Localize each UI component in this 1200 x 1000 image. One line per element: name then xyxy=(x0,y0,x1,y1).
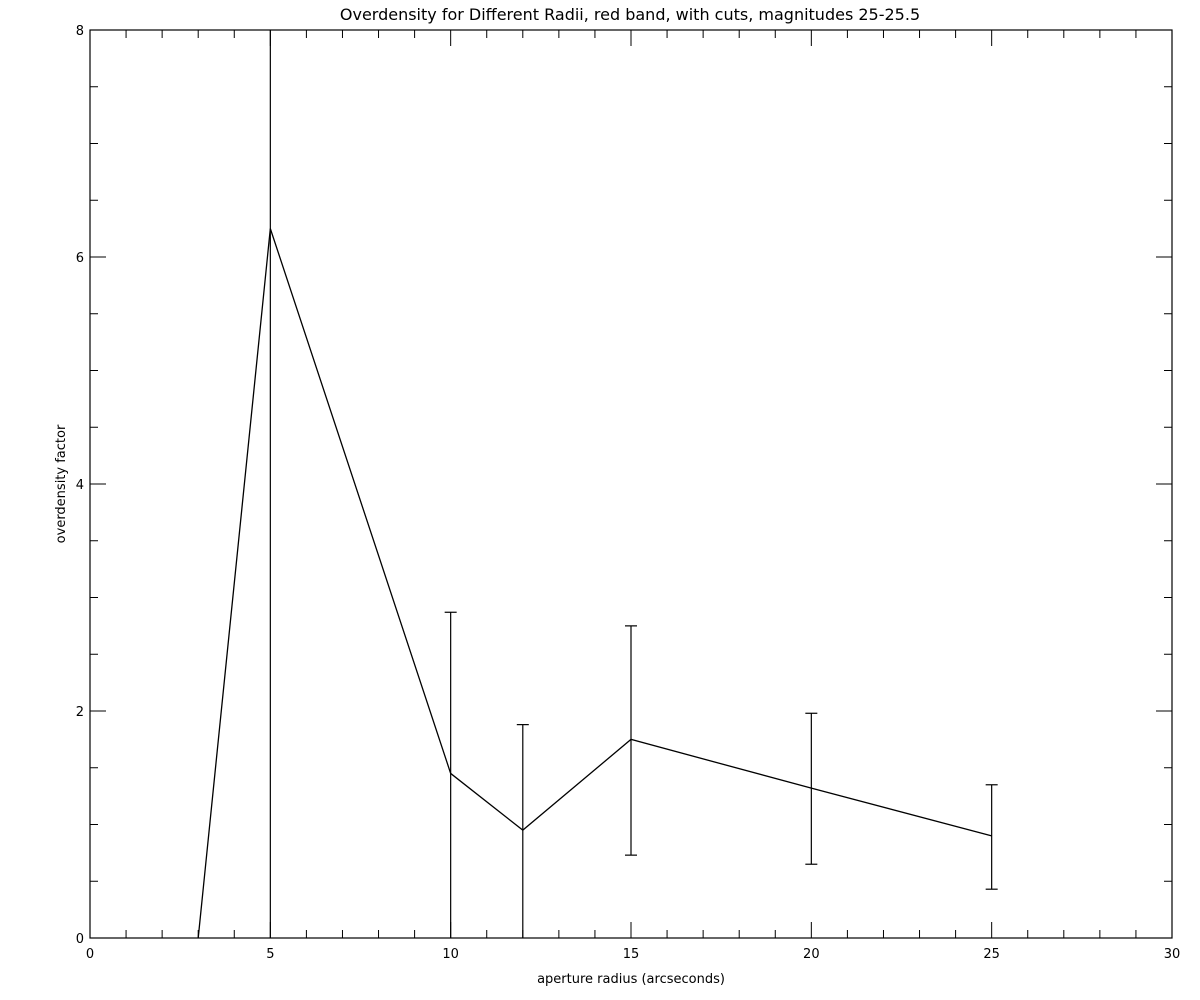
y-tick-label: 6 xyxy=(76,251,84,266)
x-tick-label: 30 xyxy=(1164,947,1181,962)
series-line xyxy=(197,228,992,939)
error-bars xyxy=(269,30,998,938)
y-tick-label: 8 xyxy=(76,24,84,39)
y-axis-label: overdensity factor xyxy=(54,424,69,543)
y-tick-label: 2 xyxy=(76,705,84,720)
chart-title: Overdensity for Different Radii, red ban… xyxy=(340,5,920,24)
x-tick-label: 25 xyxy=(983,947,1000,962)
y-tick-label: 0 xyxy=(76,932,84,947)
x-axis-label: aperture radius (arcseconds) xyxy=(537,972,725,987)
x-tick-label: 0 xyxy=(86,947,94,962)
y-tick-label: 4 xyxy=(76,478,84,493)
axis-tick-labels: 0 5 10 15 20 25 30 0 2 4 6 8 xyxy=(76,24,1181,962)
x-tick-label: 20 xyxy=(803,947,820,962)
x-tick-label: 5 xyxy=(266,947,274,962)
x-tick-label: 15 xyxy=(623,947,640,962)
x-tick-label: 10 xyxy=(442,947,459,962)
